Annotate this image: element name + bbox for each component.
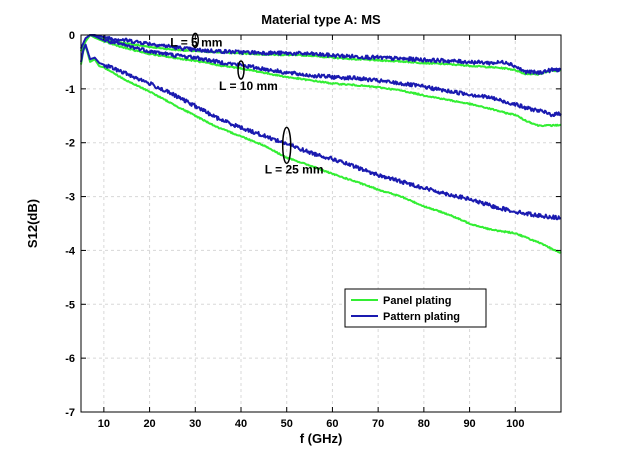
- grid: [81, 34, 561, 413]
- x-tick-label: 40: [235, 418, 247, 430]
- x-tick-label: 60: [326, 418, 338, 430]
- series-line-pattern-plating: [80, 34, 562, 118]
- annotation-marker: [237, 60, 245, 80]
- annotations: L = 5 mm L = 10 mm L = 25 mm: [170, 32, 324, 176]
- series-line-pattern-plating: [80, 43, 562, 221]
- y-tick-label: -6: [65, 353, 75, 365]
- annotation-label: L = 5 mm: [170, 35, 222, 49]
- x-tick-label: 50: [281, 418, 293, 430]
- annotation-marker: [281, 126, 292, 165]
- annotation-label: L = 10 mm: [219, 79, 278, 93]
- y-tick-label: -4: [65, 245, 76, 257]
- series-group: [80, 34, 562, 254]
- y-axis-title: S12(dB): [25, 199, 40, 248]
- x-tick-label: 100: [506, 418, 524, 430]
- legend-box: [344, 288, 487, 328]
- legend-label: Panel plating: [383, 295, 451, 307]
- series-line-panel-plating: [80, 44, 562, 254]
- y-tick-label: 0: [69, 30, 75, 42]
- y-tick-label: -1: [65, 84, 75, 96]
- legend: Panel plating Pattern plating: [344, 288, 487, 328]
- x-tick-label: 90: [463, 418, 475, 430]
- y-tick-label: -7: [65, 407, 75, 419]
- x-tick-label: 10: [98, 418, 110, 430]
- x-tick-label: 30: [189, 418, 201, 430]
- legend-label: Pattern plating: [383, 311, 460, 323]
- tick-marks: 10 20 30 40 50 60 70 80 90 100 0 -1 -2 -3 -4 -5 -6 -7: [65, 30, 561, 430]
- series-line-panel-plating: [80, 34, 562, 128]
- x-tick-label: 70: [372, 418, 384, 430]
- chart-title: Material type A: MS: [261, 12, 381, 27]
- series-line-pattern-plating: [80, 34, 562, 76]
- x-tick-label: 20: [143, 418, 155, 430]
- x-axis-title: f (GHz): [300, 431, 343, 446]
- y-tick-label: -3: [65, 192, 75, 204]
- x-tick-label: 80: [418, 418, 430, 430]
- y-tick-label: -2: [65, 138, 75, 150]
- y-tick-label: -5: [65, 299, 75, 311]
- annotation-label: L = 25 mm: [265, 162, 324, 176]
- plot-frame: [80, 34, 562, 413]
- annotation-marker: [191, 32, 200, 49]
